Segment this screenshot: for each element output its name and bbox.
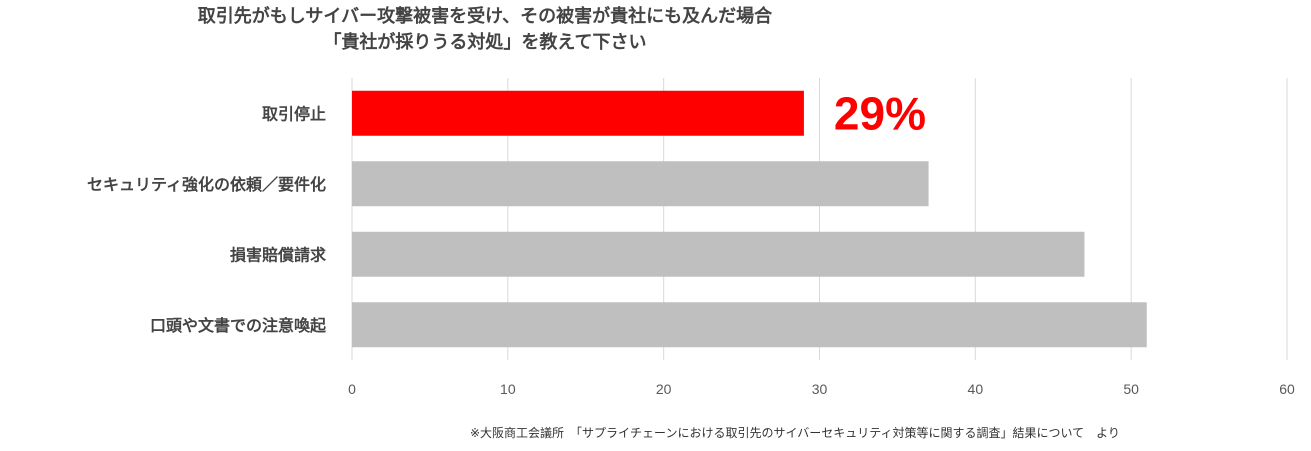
x-tick-label: 60: [1279, 381, 1295, 397]
x-tick-label: 50: [1123, 381, 1139, 397]
percent-annotation: 29%: [834, 87, 926, 139]
x-tick-label: 10: [500, 381, 516, 397]
source-note: ※大阪商工会議所 「サプライチェーンにおける取引先のサイバーセキュリティ対策等に…: [470, 426, 1120, 440]
bar: [352, 231, 1085, 277]
bar: [352, 161, 929, 207]
chart-title-line-2: 「貴社が採りうる対処」を教えて下さい: [323, 32, 647, 53]
x-tick-label: 0: [348, 381, 356, 397]
category-label: セキュリティ強化の依頼／要件化: [87, 175, 326, 194]
category-label: 取引停止: [262, 104, 326, 123]
x-tick-label: 30: [812, 381, 828, 397]
x-tick-label: 20: [656, 381, 672, 397]
x-tick-label: 40: [968, 381, 984, 397]
bar: [352, 302, 1147, 348]
category-label: 損害賠償請求: [230, 245, 327, 264]
category-label: 口頭や文書での注意喚起: [150, 316, 327, 335]
bar: [352, 90, 804, 136]
chart-title-line-1: 取引先がもしサイバー攻撃被害を受け、その被害が貴社にも及んだ場合: [197, 6, 773, 27]
